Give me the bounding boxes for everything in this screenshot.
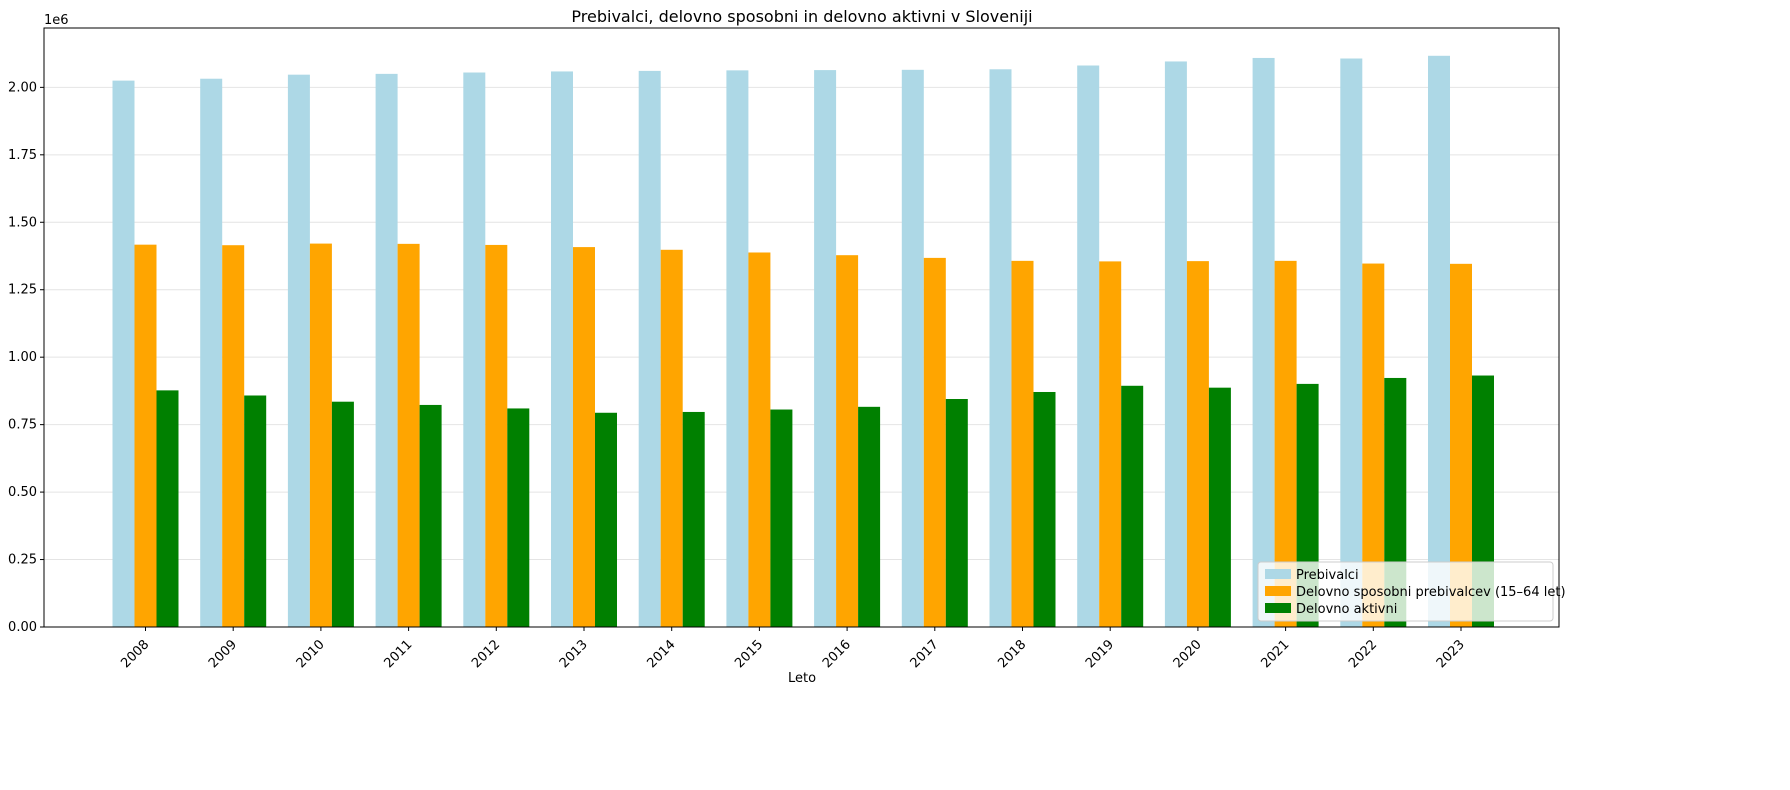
x-tick-label: 2011 [381, 637, 415, 671]
bar [244, 395, 267, 627]
bar [1362, 263, 1385, 627]
bar [1033, 391, 1056, 627]
bar [485, 244, 508, 628]
x-axis: 2008 2009 2010 2011 2012 2013 2014 2015 2016 2017… [118, 627, 1468, 671]
bar [112, 80, 135, 627]
bar [638, 70, 661, 627]
bar [551, 71, 573, 628]
bar [1252, 57, 1275, 627]
bar [770, 409, 793, 627]
legend-swatch [1265, 603, 1291, 613]
bar [1164, 61, 1187, 628]
bar [1186, 261, 1209, 627]
bar [836, 255, 859, 627]
y-tick-label: 2.00 [8, 80, 37, 95]
legend-swatch [1265, 569, 1291, 579]
legend-label: Prebivalci [1296, 568, 1359, 583]
x-tick-label: 2018 [995, 637, 1029, 671]
bar [1340, 58, 1363, 628]
x-tick-label: 2010 [294, 637, 328, 671]
grid-lines [44, 86, 1559, 628]
bar [331, 401, 354, 627]
bar [200, 78, 223, 627]
bar [660, 249, 683, 628]
bar [1077, 65, 1100, 628]
x-tick-label: 2012 [469, 637, 503, 671]
bar [463, 72, 486, 628]
legend-swatch [1265, 586, 1291, 596]
bar [507, 408, 530, 627]
x-tick-label: 2019 [1083, 637, 1117, 671]
y-tick-label: 0.50 [8, 485, 37, 500]
bar [156, 390, 179, 627]
bar [1121, 385, 1144, 627]
y-tick-label: 1.25 [8, 283, 37, 298]
legend-label: Delovno sposobni prebivalcev (15–64 let) [1296, 585, 1566, 600]
legend-label: Delovno aktivni [1296, 602, 1397, 617]
bar [682, 411, 705, 627]
bar [1428, 55, 1450, 627]
bar [989, 69, 1012, 628]
y-multiplier-label: 1e6 [44, 13, 69, 28]
y-tick-label: 0.00 [8, 620, 37, 635]
legend: Prebivalci Delovno sposobni prebivalcev (… [1257, 561, 1566, 622]
x-tick-label: 2009 [206, 637, 240, 671]
x-tick-label: 2017 [908, 637, 942, 671]
bar [814, 70, 837, 627]
bar [1099, 261, 1122, 627]
x-tick-label: 2020 [1171, 637, 1205, 671]
y-tick-label: 0.75 [8, 418, 37, 433]
y-tick-label: 1.75 [8, 148, 37, 163]
bar [1208, 387, 1231, 627]
bars [112, 55, 1494, 628]
bar [287, 74, 310, 627]
x-tick-label: 2015 [732, 637, 766, 671]
bar [134, 244, 157, 627]
y-axis: 0.00 0.25 0.50 0.75 1.00 1.25 1.50 1.75 2.00 [8, 80, 44, 635]
x-axis-label: Leto [788, 671, 816, 686]
y-tick-label: 0.25 [8, 553, 37, 568]
x-tick-label: 2016 [820, 637, 854, 671]
legend-box [1257, 561, 1554, 622]
plot-frame [43, 27, 1560, 628]
bar [309, 243, 332, 627]
bar [726, 70, 749, 628]
y-tick-label: 1.00 [8, 350, 37, 365]
bar [397, 243, 420, 628]
bar [901, 69, 924, 627]
x-tick-label: 2023 [1434, 637, 1468, 671]
x-tick-label: 2021 [1258, 637, 1292, 671]
x-tick-label: 2008 [118, 637, 152, 671]
chart-title: Prebivalci, delovno sposobni in delovno … [571, 7, 1032, 26]
bar [858, 406, 881, 627]
bar [923, 257, 946, 627]
bar [573, 247, 595, 627]
bar [748, 252, 771, 627]
bar [222, 245, 245, 627]
y-tick-label: 1.50 [8, 215, 37, 230]
bar [419, 404, 442, 627]
bar [1274, 260, 1297, 627]
bar [1011, 260, 1034, 627]
bar [1450, 263, 1472, 627]
x-tick-label: 2014 [645, 637, 679, 671]
bar [945, 399, 968, 627]
bar [595, 412, 617, 627]
x-tick-label: 2022 [1346, 637, 1380, 671]
x-tick-label: 2013 [557, 637, 591, 671]
bar [375, 73, 398, 627]
